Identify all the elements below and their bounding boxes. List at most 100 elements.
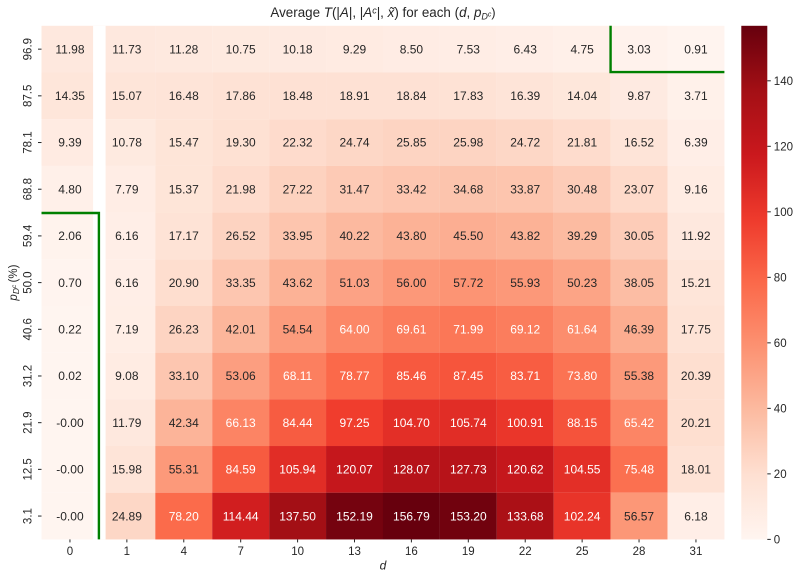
svg-text:22.32: 22.32	[283, 136, 313, 150]
svg-text:23.07: 23.07	[624, 182, 654, 196]
svg-text:20: 20	[774, 469, 787, 481]
svg-text:13: 13	[348, 546, 361, 558]
svg-text:33.87: 33.87	[510, 182, 540, 196]
svg-text:78.1: 78.1	[23, 131, 35, 153]
svg-text:68.8: 68.8	[23, 178, 35, 200]
svg-text:26.23: 26.23	[169, 322, 199, 336]
svg-text:120.07: 120.07	[336, 463, 373, 477]
svg-text:56.57: 56.57	[624, 509, 654, 523]
svg-text:42.34: 42.34	[169, 416, 199, 430]
svg-text:-0.00: -0.00	[56, 509, 84, 523]
svg-text:71.99: 71.99	[453, 322, 483, 336]
svg-text:105.74: 105.74	[450, 416, 487, 430]
svg-text:9.08: 9.08	[115, 369, 139, 383]
svg-text:6.16: 6.16	[115, 229, 139, 243]
svg-text:15.37: 15.37	[169, 182, 199, 196]
svg-text:43.80: 43.80	[396, 229, 426, 243]
svg-text:153.20: 153.20	[450, 509, 487, 523]
svg-text:59.4: 59.4	[23, 224, 35, 247]
svg-text:50.0: 50.0	[23, 271, 35, 293]
svg-text:33.42: 33.42	[396, 182, 426, 196]
svg-text:10.75: 10.75	[226, 42, 256, 56]
svg-text:d: d	[380, 559, 387, 573]
svg-text:7: 7	[237, 546, 243, 558]
svg-text:0: 0	[774, 534, 780, 546]
svg-text:55.93: 55.93	[510, 276, 540, 290]
svg-text:104.55: 104.55	[564, 463, 601, 477]
svg-text:15.47: 15.47	[169, 136, 199, 150]
svg-text:68.11: 68.11	[283, 369, 312, 383]
svg-text:33.10: 33.10	[169, 369, 199, 383]
svg-text:-0.00: -0.00	[56, 463, 84, 477]
svg-text:7.53: 7.53	[457, 42, 481, 56]
svg-text:25.98: 25.98	[453, 136, 483, 150]
svg-text:6.16: 6.16	[115, 276, 139, 290]
svg-text:28: 28	[633, 546, 646, 558]
svg-text:0.70: 0.70	[58, 276, 82, 290]
svg-text:10: 10	[291, 546, 304, 558]
svg-text:31.2: 31.2	[23, 365, 35, 387]
svg-text:0.02: 0.02	[58, 369, 82, 383]
svg-text:15.98: 15.98	[112, 463, 142, 477]
svg-text:88.15: 88.15	[567, 416, 597, 430]
svg-text:4.75: 4.75	[570, 42, 594, 56]
svg-text:105.94: 105.94	[279, 463, 316, 477]
svg-text:18.84: 18.84	[396, 89, 426, 103]
svg-text:137.50: 137.50	[279, 509, 316, 523]
svg-text:56.00: 56.00	[396, 276, 426, 290]
svg-text:19: 19	[462, 546, 475, 558]
svg-text:84.59: 84.59	[226, 463, 256, 477]
svg-text:33.95: 33.95	[283, 229, 313, 243]
svg-text:16: 16	[405, 546, 418, 558]
svg-text:20.21: 20.21	[681, 416, 711, 430]
svg-text:120.62: 120.62	[507, 463, 544, 477]
svg-text:57.72: 57.72	[453, 276, 483, 290]
svg-text:15.07: 15.07	[112, 89, 142, 103]
svg-text:pDc (%): pDc (%)	[8, 264, 21, 301]
svg-text:9.16: 9.16	[684, 182, 708, 196]
svg-text:87.5: 87.5	[23, 85, 35, 107]
svg-text:31.47: 31.47	[339, 182, 369, 196]
svg-text:100: 100	[774, 207, 793, 219]
svg-text:2.06: 2.06	[58, 229, 82, 243]
svg-text:127.73: 127.73	[450, 463, 487, 477]
svg-text:69.12: 69.12	[510, 322, 540, 336]
svg-text:133.68: 133.68	[507, 509, 544, 523]
svg-text:18.91: 18.91	[339, 89, 369, 103]
svg-text:84.44: 84.44	[283, 416, 313, 430]
svg-text:75.48: 75.48	[624, 463, 654, 477]
svg-text:21.9: 21.9	[23, 411, 35, 433]
svg-text:42.01: 42.01	[226, 322, 256, 336]
svg-text:16.52: 16.52	[624, 136, 654, 150]
svg-text:22: 22	[519, 546, 532, 558]
svg-text:16.48: 16.48	[169, 89, 199, 103]
svg-text:97.25: 97.25	[339, 416, 369, 430]
svg-text:83.71: 83.71	[510, 369, 540, 383]
svg-text:55.31: 55.31	[169, 463, 199, 477]
svg-text:21.81: 21.81	[567, 136, 597, 150]
svg-text:24.72: 24.72	[510, 136, 540, 150]
svg-text:4: 4	[181, 546, 188, 558]
svg-text:20.39: 20.39	[681, 369, 711, 383]
svg-text:11.98: 11.98	[55, 42, 84, 56]
svg-text:17.17: 17.17	[169, 229, 199, 243]
svg-text:1: 1	[124, 546, 130, 558]
svg-text:156.79: 156.79	[393, 509, 430, 523]
svg-text:85.46: 85.46	[396, 369, 426, 383]
svg-text:9.39: 9.39	[58, 136, 82, 150]
svg-text:0: 0	[67, 546, 73, 558]
svg-text:6.43: 6.43	[514, 42, 538, 56]
svg-text:7.79: 7.79	[115, 182, 139, 196]
svg-text:11.73: 11.73	[112, 42, 141, 56]
svg-text:43.82: 43.82	[510, 229, 540, 243]
svg-text:54.54: 54.54	[283, 322, 313, 336]
svg-text:34.68: 34.68	[453, 182, 483, 196]
svg-text:78.20: 78.20	[169, 509, 199, 523]
svg-text:8.50: 8.50	[400, 42, 424, 56]
svg-text:96.9: 96.9	[23, 38, 35, 60]
svg-text:87.45: 87.45	[453, 369, 483, 383]
svg-text:80: 80	[774, 272, 787, 284]
svg-text:27.22: 27.22	[283, 182, 313, 196]
svg-text:16.39: 16.39	[510, 89, 540, 103]
svg-text:50.23: 50.23	[567, 276, 597, 290]
